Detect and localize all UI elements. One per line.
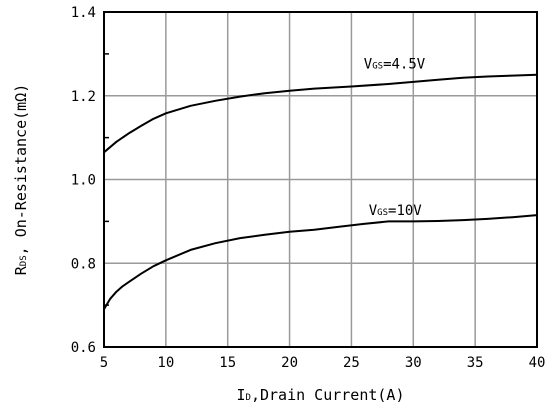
x-tick-label: 10 <box>157 355 174 371</box>
y-axis-label-main: R <box>12 265 30 275</box>
x-tick-label: 15 <box>219 355 236 371</box>
x-tick-label: 40 <box>529 355 546 371</box>
x-tick-labels: 5 10 15 20 25 30 35 40 <box>100 355 546 371</box>
x-tick-label: 20 <box>281 355 298 371</box>
series-line <box>103 73 538 154</box>
x-axis-label-rest: ,Drain Current(A) <box>251 386 405 404</box>
x-axis-label-main: I <box>237 386 246 404</box>
grid <box>103 11 538 348</box>
y-axis-label: RDS, On-Resistance(mΩ) <box>12 84 30 275</box>
y-tick-label: 1.4 <box>71 5 96 21</box>
y-tick-label: 0.6 <box>71 340 96 356</box>
y-tick-label: 1.0 <box>71 173 96 189</box>
y-tick-label: 1.2 <box>71 89 96 105</box>
x-tick-label: 30 <box>405 355 422 371</box>
x-tick-label: 5 <box>100 355 108 371</box>
y-axis-label-rest: , On-Resistance(mΩ) <box>12 84 30 256</box>
x-tick-label: 35 <box>467 355 484 371</box>
x-axis-label: ID,Drain Current(A) <box>237 386 405 404</box>
y-tick-labels: 0.6 0.8 1.0 1.2 1.4 <box>71 5 96 356</box>
x-axis-label-sub: D <box>246 393 251 403</box>
series-label: VGS=4.5V <box>364 57 426 73</box>
plot-frame <box>103 11 538 348</box>
x-tick-label: 25 <box>343 355 360 371</box>
series-line <box>103 214 538 310</box>
series-lines <box>103 73 538 310</box>
series-labels: VGS=4.5V VGS=10V <box>364 57 426 220</box>
y-axis-label-sub: DS <box>19 255 29 266</box>
series-label: VGS=10V <box>369 203 423 219</box>
y-tick-label: 0.8 <box>71 256 96 272</box>
